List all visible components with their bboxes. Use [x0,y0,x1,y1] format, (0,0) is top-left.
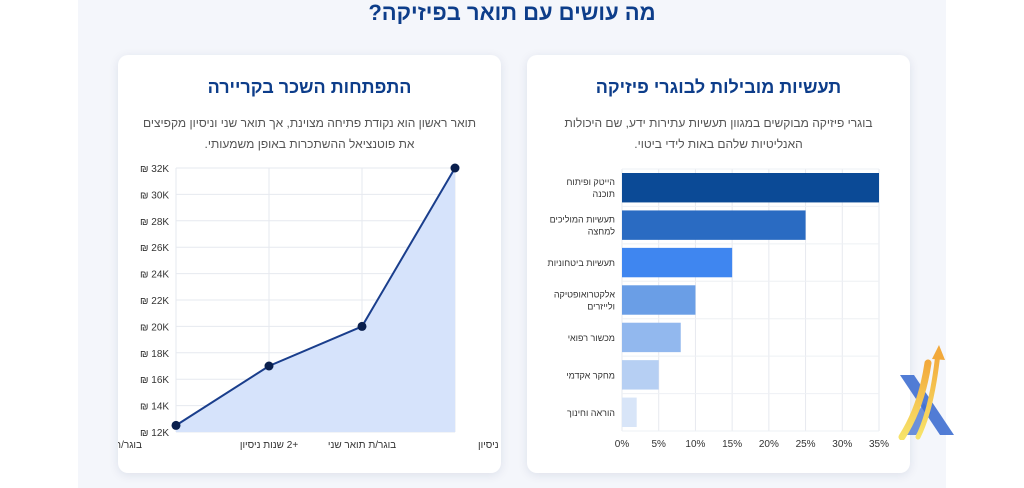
salary-line [175,167,456,427]
salary-point [357,321,367,331]
salary-y-tick-label: ₪ 22K [140,296,169,307]
salary-y-tick-label: ₪ 16K [140,375,169,386]
industry-bar [622,322,681,353]
industry-bar [622,285,696,315]
page-title: מה עושים עם תואר בפיזיקה? [368,0,656,25]
salary-x-tick-label: בוגר/ת תואר ראשון [118,440,142,451]
industry-x-tick-label: 25% [796,439,816,450]
industry-bar [622,397,637,427]
industry-category-label: אלקטרואופטיקה [554,290,616,300]
salary-x-tick-label: בוגר/ת תואר שני [328,440,396,451]
salary-y-tick-label: ₪ 14K [140,402,169,413]
salary-y-tick-label: ₪ 32K [140,164,169,175]
industry-category-label: מכשור רפואי [568,333,615,343]
salary-x-tick-label: +5 שנות ניסיון [478,440,501,451]
industry-bar [622,173,879,203]
industry-category-label: תעשיות המוליכים [550,215,615,225]
salary-y-tick-label: ₪ 18K [140,349,169,360]
salary-y-tick-label: ₪ 20K [140,322,169,333]
salary-chart: ₪ 12K ₪ 14K ₪ 16K ₪ 18K ₪ 20K ₪ 22K ₪ 24K ₪ 26K… [118,163,501,451]
salary-card-description: תואר ראשון הוא נקודת פתיחה מצוינת, אך תו… [142,116,477,151]
salary-point [264,361,274,371]
salary-y-tick-label: ₪ 30K [140,190,169,201]
industry-category-label: מחקר אקדמי [566,370,615,380]
industry-x-tick-label: 35% [869,439,889,450]
salary-card-title: התפתחות השכר בקריירה [207,77,412,97]
industry-category-label: הוראה וחינוך [567,408,615,418]
industry-x-tick-label: 10% [685,439,705,450]
industry-card-description: בוגרי פיזיקה מבוקשים במגוון תעשיות עתירו… [564,116,873,151]
industry-category-label: ולייזרים [587,302,615,312]
industry-bar [622,360,659,390]
salary-x-tick-label: +2 שנות ניסיון [240,440,298,451]
industry-x-tick-label: 30% [832,439,852,450]
salary-y-tick-label: ₪ 26K [140,243,169,254]
industry-category-label: תעשיות ביטחוניות [548,258,616,268]
industry-bar [622,210,806,240]
industry-chart: 0% 5% 10% 15% 20% 25% 30% 35% הייטק ופיתוח תוכנה ת… [548,168,889,450]
industry-x-tick-label: 20% [759,439,779,450]
industry-category-label: תוכנה [593,189,616,199]
industry-x-tick-label: 5% [651,439,666,450]
industry-category-label: הייטק ופיתוח [566,177,615,187]
industry-card-title: תעשיות מובילות לבוגרי פיזיקה [595,77,842,97]
industry-category-label: למחצה [588,227,616,237]
brand-logo-icon [898,345,954,440]
salary-point [171,420,181,430]
industry-bar [622,247,733,278]
salary-point [450,163,460,173]
industry-x-tick-label: 0% [615,439,630,450]
salary-area [176,168,455,432]
salary-y-tick-label: ₪ 24K [140,270,169,281]
industry-x-tick-label: 15% [722,439,742,450]
salary-y-tick-label: ₪ 28K [140,217,169,228]
salary-y-tick-label: ₪ 12K [140,428,169,439]
